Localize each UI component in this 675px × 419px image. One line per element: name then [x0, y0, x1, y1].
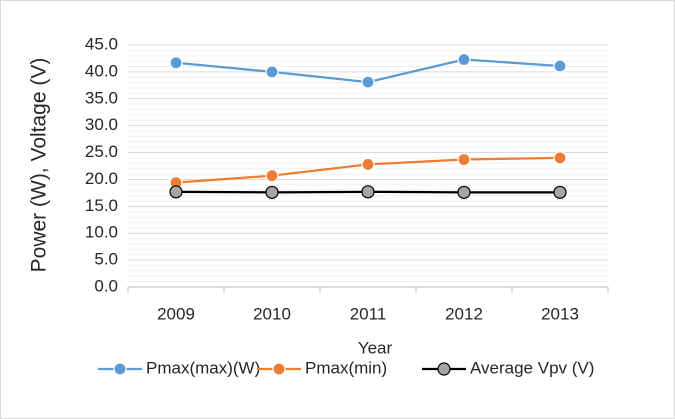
data-point	[265, 65, 279, 79]
data-point	[265, 169, 279, 183]
data-point	[265, 185, 279, 199]
legend-label: Average Vpv (V)	[470, 358, 594, 377]
legend-label: Pmax(max)(W)	[146, 358, 260, 377]
data-point	[457, 52, 471, 67]
legend-marker	[437, 362, 451, 376]
data-point	[457, 152, 471, 167]
y-tick-label: 40.0	[85, 61, 118, 80]
data-point	[457, 185, 471, 199]
y-tick-label: 45.0	[85, 34, 118, 53]
y-tick-label: 20.0	[85, 169, 118, 188]
y-axis-title: Power (W), Voltage (V)	[28, 58, 51, 273]
legend-marker	[113, 362, 127, 376]
y-tick-label: 35.0	[85, 88, 118, 107]
data-point	[361, 157, 375, 171]
x-tick-label: 2010	[253, 304, 291, 323]
y-tick-label: 10.0	[85, 223, 118, 242]
x-tick-label: 2013	[541, 304, 579, 323]
x-axis-title: Year	[358, 338, 393, 357]
x-tick-label: 2012	[445, 304, 483, 323]
y-tick-label: 0.0	[94, 276, 118, 295]
x-tick-label: 2009	[157, 304, 195, 323]
data-point	[169, 56, 183, 70]
y-tick-label: 5.0	[94, 250, 118, 269]
data-point	[361, 75, 375, 89]
data-point	[553, 59, 567, 73]
legend-marker	[272, 362, 286, 376]
y-tick-label: 15.0	[85, 196, 118, 215]
y-tick-label: 25.0	[85, 142, 118, 161]
data-point	[361, 185, 375, 199]
data-point	[169, 185, 183, 199]
data-point	[553, 185, 567, 199]
legend-label: Pmax(min)	[305, 358, 387, 377]
x-tick-label: 2011	[350, 304, 387, 323]
data-point	[553, 151, 567, 165]
y-tick-label: 30.0	[85, 115, 118, 134]
